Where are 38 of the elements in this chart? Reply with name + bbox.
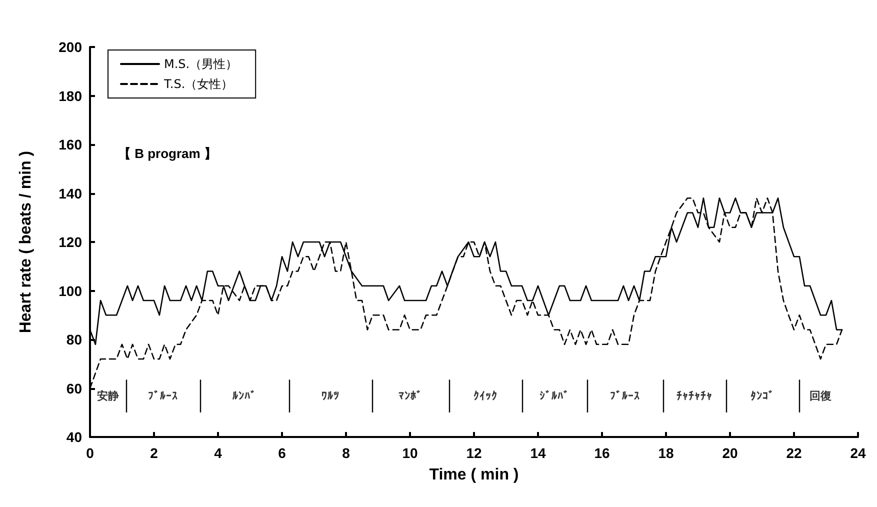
annotation: ﾀﾝｺﾞ [750, 390, 775, 403]
x-tick-label: 4 [214, 445, 222, 461]
annotation: 【 B program 】 [118, 146, 217, 161]
y-tick-label: 40 [66, 429, 82, 445]
x-tick-label: 14 [530, 445, 546, 461]
y-tick-label: 200 [58, 39, 82, 55]
x-tick-label: 2 [150, 445, 158, 461]
x-axis-title: Time ( min ) [429, 466, 519, 484]
x-tick-label: 6 [278, 445, 286, 461]
annotation: ｸｲｯｸ [474, 390, 498, 403]
y-tick-label: 60 [66, 380, 82, 396]
x-tick-label: 12 [466, 445, 482, 461]
x-tick-label: 10 [402, 445, 418, 461]
x-tick-label: 20 [722, 445, 738, 461]
x-tick-label: 16 [594, 445, 610, 461]
y-axis-title: Heart rate ( beats / min ) [18, 150, 34, 334]
annotation: ﾙﾝﾊﾞ [232, 390, 257, 403]
annotation: 安静 [97, 390, 120, 403]
legend-label: T.S.（女性） [163, 77, 234, 91]
legend-label: M.S.（男性） [164, 57, 238, 71]
annotation: ﾌﾞﾙｰｽ [610, 390, 640, 403]
annotation: ﾏﾝﾎﾞ [398, 390, 422, 403]
annotation: ﾜﾙﾂ [321, 390, 340, 403]
y-tick-label: 80 [66, 332, 82, 348]
x-tick-label: 24 [850, 445, 866, 461]
x-tick-label: 8 [342, 445, 350, 461]
x-tick-label: 18 [658, 445, 674, 461]
x-tick-label: 0 [86, 445, 94, 461]
y-tick-label: 100 [58, 282, 82, 299]
annotation: ﾁｬﾁｬﾁｬ [676, 390, 712, 403]
annotation: 回復 [810, 390, 832, 403]
annotation: ｼﾞﾙﾊﾞ [539, 390, 570, 403]
annotation: ﾌﾞﾙｰｽ [148, 390, 178, 403]
y-tick-label: 160 [58, 136, 82, 152]
y-tick-label: 180 [58, 88, 82, 104]
x-tick-label: 22 [786, 445, 802, 461]
y-tick-label: 140 [58, 185, 82, 202]
y-tick-label: 120 [58, 234, 82, 250]
